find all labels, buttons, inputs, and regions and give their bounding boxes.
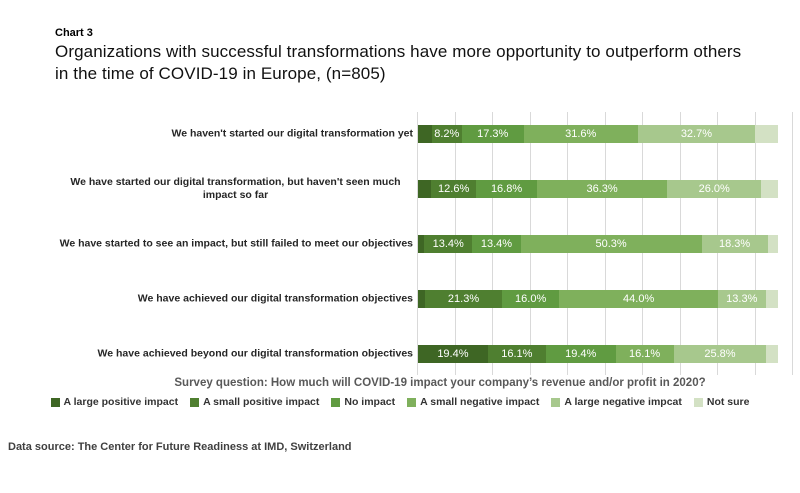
page-title-line1: Organizations with successful transforma… [55,42,742,61]
bar-segment-label: 8.2% [434,128,460,140]
bar-segment [755,125,778,143]
chart-row: We have started our digital transformati… [58,176,798,201]
bar-segment-label: 25.8% [704,348,736,360]
data-source: Data source: The Center for Future Readi… [8,441,352,453]
bar-segment-label: 36.3% [586,183,618,195]
bar-segment: 18.3% [701,235,768,253]
legend: A large positive impact A small positive … [0,396,800,408]
bar-segment: 13.4% [424,235,473,253]
chart-row: We haven't started our digital transform… [58,125,798,143]
bar-segment: 50.3% [520,235,702,253]
stacked-bar: 12.6% 16.8% 36.3% 26.0% [418,180,778,198]
bar-segment: 25.8% [673,345,767,363]
category-label: We have started to see an impact, but st… [59,237,413,250]
legend-item-label: A large negative impcat [564,396,682,408]
survey-question: Survey question: How much will COVID-19 … [174,377,706,389]
bar-segment: 12.6% [430,180,477,198]
page-title-line2: in the time of COVID-19 in Europe, (n=80… [55,64,386,83]
bar-segment: 32.7% [637,125,756,143]
bar-segment: 16.0% [501,290,560,308]
gridline [417,112,418,375]
bar-segment: 16.8% [476,180,537,198]
bar-segment: 44.0% [559,290,718,308]
bar-segment [418,290,426,308]
legend-item-label: A small negative impact [420,396,540,408]
bar-segment-label: 16.1% [628,348,661,360]
bar-segment-label: 16.8% [490,183,523,195]
legend-item: Not sure [693,396,750,408]
stacked-bar: 21.3% 16.0% 44.0% 13.3% [418,290,778,308]
legend-swatch-icon [407,397,417,407]
bar-segment: 16.1% [487,345,546,363]
bar-segment-label: 16.1% [501,348,533,360]
legend-swatch-icon [50,397,60,407]
bar-segment: 17.3% [461,125,524,143]
bar-segment [765,290,778,308]
bar-segment [418,235,425,253]
bar-segment-label: 17.3% [477,128,509,140]
bar-segment-label: 21.3% [447,293,480,305]
bar-segment [418,180,431,198]
bar-segment-label: 26.0% [698,183,730,195]
legend-item: No impact [331,396,395,408]
bar-segment-label: 44.0% [623,293,655,305]
legend-item: A small positive impact [190,396,319,408]
bar-segment [761,180,778,198]
bar-segment-label: 18.3% [718,238,751,250]
gridline [792,112,793,375]
bar-segment-label: 16.0% [515,293,547,305]
bar-segment: 21.3% [425,290,502,308]
bar-segment: 13.3% [717,290,766,308]
bar-segment [767,235,778,253]
chart-row: We have achieved our digital transformat… [58,290,798,308]
bar-segment: 31.6% [523,125,638,143]
legend-item-label: A small positive impact [203,396,320,408]
stacked-bar: 13.4% 13.4% 50.3% 18.3% [418,235,778,253]
bar-segment: 16.1% [615,345,674,363]
legend-swatch-icon [190,397,200,407]
bar-segment-label: 32.7% [680,128,713,140]
stacked-bar: 19.4% 16.1% 19.4% 16.1% 25.8% [418,345,778,363]
category-label: We haven't started our digital transform… [171,127,413,140]
category-label: We have achieved beyond our digital tran… [97,347,413,360]
category-label: We have achieved our digital transformat… [137,292,413,305]
legend-swatch-icon [693,397,703,407]
legend-item: A large negative impcat [551,396,682,408]
legend-swatch-icon [551,397,561,407]
bar-segment: 8.2% [432,125,462,143]
bar-segment [418,125,433,143]
bar-segment: 26.0% [667,180,762,198]
category-label: We have started our digital transformati… [70,176,401,201]
bar-segment: 36.3% [536,180,668,198]
bar-segment-label: 12.6% [438,183,470,195]
chart-row: We have achieved beyond our digital tran… [58,345,798,363]
bar-segment-label: 13.4% [432,238,464,250]
chart-number-label: Chart 3 [55,27,93,39]
bar-segment: 19.4% [418,345,488,363]
bar-segment-label: 19.4% [565,348,597,360]
bar-segment-label: 31.6% [565,128,597,140]
bar-segment-label: 19.4% [437,348,469,360]
legend-item: A large positive impact [50,396,179,408]
bar-segment [766,345,778,363]
bar-segment-label: 50.3% [595,238,627,250]
bar-segment: 19.4% [545,345,616,363]
bar-segment: 13.4% [472,235,521,253]
legend-item-label: No impact [344,396,396,408]
bar-segment-label: 13.4% [480,238,513,250]
legend-item-label: A large positive impact [63,396,179,408]
legend-item: A small negative impact [407,396,539,408]
chart-rows: We haven't started our digital transform… [58,112,798,375]
chart-row: We have started to see an impact, but st… [58,235,798,253]
stacked-bar: 8.2% 17.3% 31.6% 32.7% [418,125,778,143]
legend-item-label: Not sure [706,396,750,408]
bar-segment-label: 13.3% [726,293,758,305]
legend-swatch-icon [331,397,341,407]
